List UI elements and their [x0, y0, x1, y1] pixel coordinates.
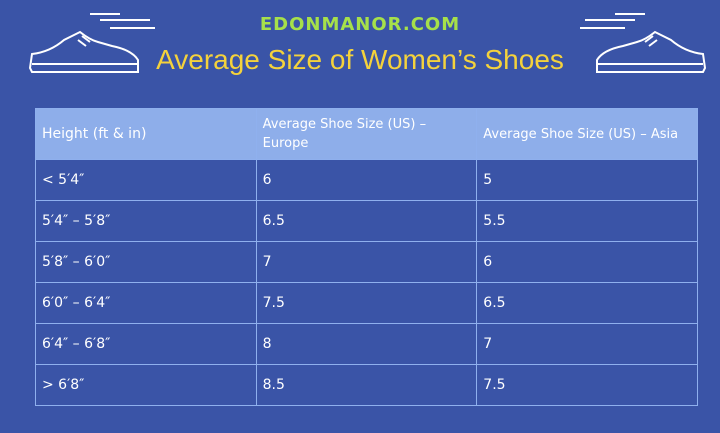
table-cell: 6′4″ – 6′8″ — [35, 323, 257, 365]
size-table: Height (ft & in) Average Shoe Size (US) –… — [35, 108, 698, 406]
title: Average Size of Women’s Shoes — [156, 44, 564, 75]
table-cell: > 6′8″ — [35, 364, 257, 406]
table-cell: 6 — [255, 159, 478, 201]
table-row: 5′4″ – 5′8″ 6.5 5.5 — [35, 200, 698, 242]
header-row: Height (ft & in) Average Shoe Size (US) –… — [35, 108, 698, 160]
table-cell: 7.5 — [476, 364, 698, 406]
table-cell: 5.5 — [476, 200, 698, 242]
table-cell: 8.5 — [255, 364, 478, 406]
table-row: 6′4″ – 6′8″ 8 7 — [35, 323, 698, 365]
table-row: < 5′4″ 6 5 — [35, 159, 698, 201]
table-row: > 6′8″ 8.5 7.5 — [35, 364, 698, 406]
table-cell: 6.5 — [476, 282, 698, 324]
column-header: Height (ft & in) — [35, 108, 257, 160]
table-cell: 5′4″ – 5′8″ — [35, 200, 257, 242]
brand: EDONMANOR.COM — [259, 14, 461, 35]
table-row: 5′8″ – 6′0″ 7 6 — [35, 241, 698, 283]
table-cell: 7 — [255, 241, 478, 283]
table-cell: 7 — [476, 323, 698, 365]
table-cell: < 5′4″ — [35, 159, 257, 201]
table-cell: 7.5 — [255, 282, 478, 324]
shoe-icon-right — [580, 13, 707, 73]
table-row: 6′0″ – 6′4″ 7.5 6.5 — [35, 282, 698, 324]
table-cell: 5′8″ – 6′0″ — [35, 241, 257, 283]
shoe-icon-left — [28, 13, 155, 73]
table-cell: 8 — [255, 323, 478, 365]
column-header: Average Shoe Size (US) – Asia — [476, 108, 698, 160]
table-cell: 5 — [476, 159, 698, 201]
table-body: < 5′4″ 6 5 5′4″ – 5′8″ 6.5 5.5 5′8″ – 6′0″ 7 6 6′… — [35, 159, 698, 406]
table-cell: 6′0″ – 6′4″ — [35, 282, 257, 324]
column-header: Average Shoe Size (US) – Europe — [255, 108, 478, 160]
table-cell: 6.5 — [255, 200, 478, 242]
table-cell: 6 — [476, 241, 698, 283]
